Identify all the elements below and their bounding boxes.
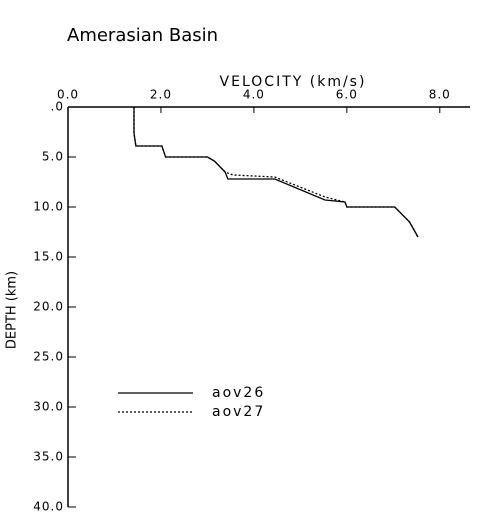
y-tick-label: 25.0 bbox=[33, 350, 64, 364]
series-line bbox=[133, 107, 419, 238]
y-tick-label: 10.0 bbox=[33, 200, 64, 214]
y-tick-label: .0 bbox=[51, 100, 64, 114]
x-tick-label: 8.0 bbox=[429, 88, 451, 102]
x-tick-label: 6.0 bbox=[336, 88, 358, 102]
y-tick-label: 40.0 bbox=[33, 500, 64, 512]
y-tick-label: 15.0 bbox=[33, 250, 64, 264]
y-axis-label: DEPTH (km) bbox=[5, 271, 20, 349]
x-tick-label: 0.0 bbox=[57, 88, 79, 102]
series-line bbox=[133, 107, 419, 238]
legend-label: aov27 bbox=[212, 404, 265, 420]
y-tick-label: 35.0 bbox=[33, 450, 64, 464]
legend-label: aov26 bbox=[212, 385, 265, 401]
x-tick-label: 2.0 bbox=[150, 88, 172, 102]
y-tick-label: 20.0 bbox=[33, 300, 64, 314]
y-tick-label: 30.0 bbox=[33, 400, 64, 414]
y-tick-label: 5.0 bbox=[42, 150, 64, 164]
x-tick-label: 4.0 bbox=[243, 88, 265, 102]
chart-title: Amerasian Basin bbox=[67, 25, 218, 46]
x-axis-label: VELOCITY (km/s) bbox=[220, 74, 367, 90]
